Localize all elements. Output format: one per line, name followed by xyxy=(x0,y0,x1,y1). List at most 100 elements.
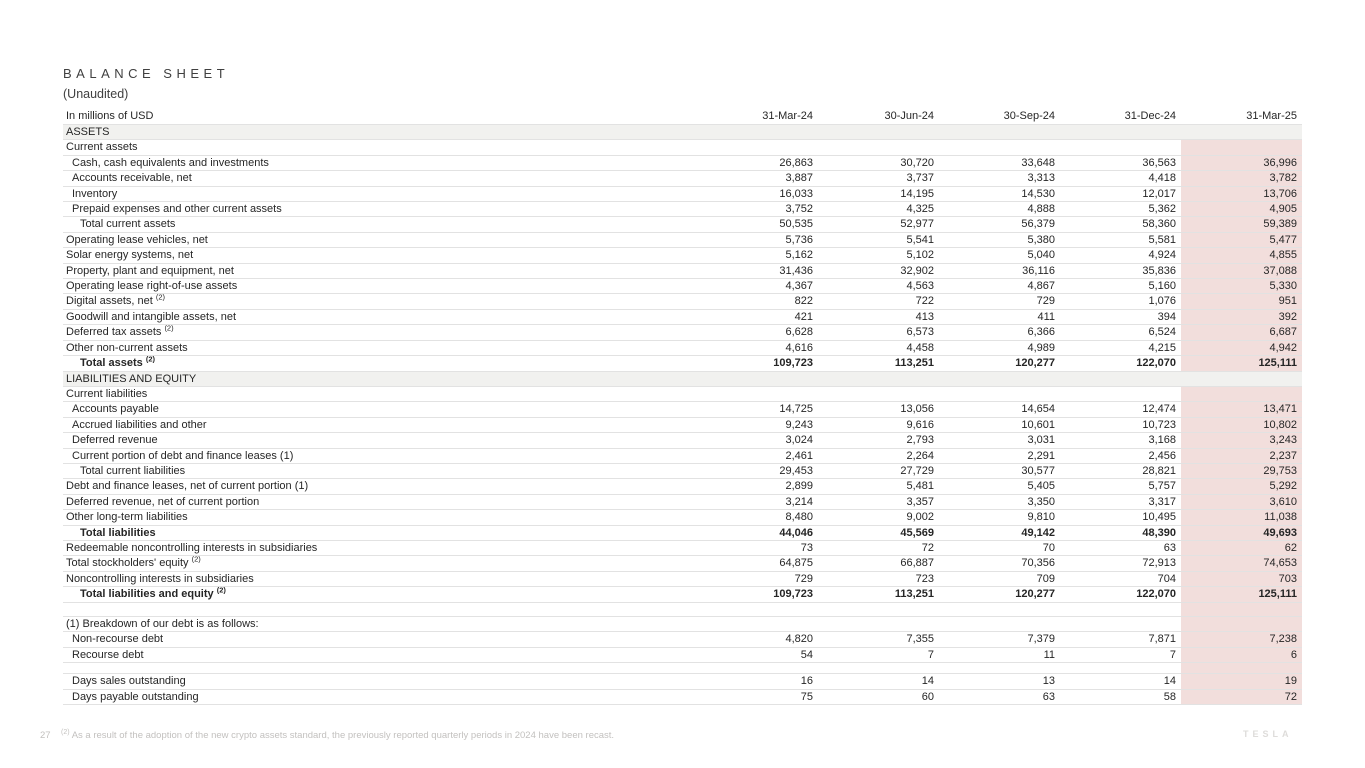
table-row: Days payable outstanding 75 60 63 58 72 xyxy=(63,689,1302,706)
cell-value: 16 xyxy=(697,673,818,690)
table-row: Total assets (2) 109,723 113,251 120,277 122… xyxy=(63,355,1302,372)
cell-value: 8,480 xyxy=(697,509,818,526)
cell-value: 5,330 xyxy=(1181,278,1302,295)
cell-value: 3,357 xyxy=(818,494,939,511)
row-label: Current assets xyxy=(63,139,697,156)
cell-value: 4,888 xyxy=(939,201,1060,218)
cell-value: 30,720 xyxy=(818,155,939,172)
section-header: LIABILITIES AND EQUITY xyxy=(63,371,1302,387)
cell-value: 5,481 xyxy=(818,478,939,495)
row-label: Operating lease vehicles, net xyxy=(63,232,697,249)
row-label: Solar energy systems, net xyxy=(63,247,697,264)
table-row: Total liabilities 44,046 45,569 49,142 48,39… xyxy=(63,525,1302,541)
cell-value: 3,168 xyxy=(1060,432,1181,449)
cell-value xyxy=(697,616,818,633)
cell-value: 14,725 xyxy=(697,401,818,418)
cell-value: 5,102 xyxy=(818,247,939,264)
row-label: Accounts payable xyxy=(63,401,697,418)
table-row: Deferred tax assets (2) 6,628 6,573 6,366 6,… xyxy=(63,324,1302,341)
cell-value: 14 xyxy=(1060,673,1181,690)
cell-value: 45,569 xyxy=(818,525,939,541)
table-row: Total current liabilities 29,453 27,729 30,… xyxy=(63,463,1302,480)
cell-value: 48,390 xyxy=(1060,525,1181,541)
cell-value: 36,996 xyxy=(1181,155,1302,172)
cell-value: 56,379 xyxy=(939,216,1060,233)
cell-value: 3,752 xyxy=(697,201,818,218)
cell-value: 703 xyxy=(1181,571,1302,588)
table-row: Accrued liabilities and other 9,243 9,616 1… xyxy=(63,417,1302,434)
column-header-5: 31-Mar-25 xyxy=(1181,109,1302,125)
cell-value: 951 xyxy=(1181,293,1302,310)
cell-value: 10,723 xyxy=(1060,417,1181,434)
table-row: Deferred revenue, net of current portion… xyxy=(63,494,1302,511)
cell-value: 5,477 xyxy=(1181,232,1302,249)
cell-value: 5,162 xyxy=(697,247,818,264)
table-row: Goodwill and intangible assets, net 421 41… xyxy=(63,309,1302,326)
cell-value: 36,563 xyxy=(1060,155,1181,172)
table-row: Debt and finance leases, net of current … xyxy=(63,478,1302,495)
cell-value: 63 xyxy=(939,689,1060,706)
row-label: Other non-current assets xyxy=(63,340,697,357)
cell-value: 2,264 xyxy=(818,448,939,464)
table-row: Noncontrolling interests in subsidiaries… xyxy=(63,571,1302,588)
row-label: Property, plant and equipment, net xyxy=(63,263,697,280)
table-row: Accounts payable 14,725 13,056 14,654 12,474… xyxy=(63,401,1302,418)
cell-value: 14 xyxy=(818,673,939,690)
cell-value: 120,277 xyxy=(939,586,1060,603)
cell-value: 6,524 xyxy=(1060,324,1181,341)
row-label: Accounts receivable, net xyxy=(63,170,697,187)
cell-value xyxy=(1060,616,1181,633)
row-label: Recourse debt xyxy=(63,647,697,664)
table-row: Cash, cash equivalents and investments 26… xyxy=(63,155,1302,172)
cell-value: 3,214 xyxy=(697,494,818,511)
cell-value xyxy=(1060,139,1181,156)
cell-value: 3,031 xyxy=(939,432,1060,449)
page-title: BALANCE SHEET xyxy=(63,66,230,81)
cell-value xyxy=(1060,662,1181,675)
cell-value: 7,871 xyxy=(1060,631,1181,648)
footnote-ref: (2) xyxy=(216,586,226,595)
row-label: Redeemable noncontrolling interests in s… xyxy=(63,540,697,557)
cell-value: 7,238 xyxy=(1181,631,1302,648)
cell-value: 394 xyxy=(1060,309,1181,326)
cell-value: 14,654 xyxy=(939,401,1060,418)
cell-value: 14,195 xyxy=(818,186,939,203)
column-header-2: 30-Jun-24 xyxy=(818,109,939,125)
cell-value: 5,736 xyxy=(697,232,818,249)
cell-value: 4,867 xyxy=(939,278,1060,295)
cell-value: 421 xyxy=(697,309,818,326)
cell-value: 19 xyxy=(1181,673,1302,690)
cell-value: 26,863 xyxy=(697,155,818,172)
cell-value: 5,160 xyxy=(1060,278,1181,295)
cell-value: 29,753 xyxy=(1181,463,1302,480)
cell-value: 5,541 xyxy=(818,232,939,249)
row-label: Days payable outstanding xyxy=(63,689,697,706)
cell-value: 72 xyxy=(1181,689,1302,706)
cell-value: 31,436 xyxy=(697,263,818,280)
row-label: Deferred tax assets (2) xyxy=(63,324,697,341)
cell-value: 9,243 xyxy=(697,417,818,434)
table-row: Current portion of debt and finance leas… xyxy=(63,448,1302,464)
table-header-row: In millions of USD 31-Mar-24 30-Jun-24 3… xyxy=(63,109,1302,125)
cell-value: 33,648 xyxy=(939,155,1060,172)
cell-value: 66,887 xyxy=(818,555,939,572)
table-row: Other non-current assets 4,616 4,458 4,989 4… xyxy=(63,340,1302,357)
cell-value: 73 xyxy=(697,540,818,557)
row-label: Inventory xyxy=(63,186,697,203)
cell-value xyxy=(697,139,818,156)
cell-value: 12,474 xyxy=(1060,401,1181,418)
cell-value xyxy=(939,616,1060,633)
cell-value: 722 xyxy=(818,293,939,310)
cell-value: 704 xyxy=(1060,571,1181,588)
table-row: Non-recourse debt 4,820 7,355 7,379 7,871 7,2… xyxy=(63,631,1302,648)
cell-value xyxy=(1181,602,1302,617)
cell-value: 6 xyxy=(1181,647,1302,664)
cell-value: 13,471 xyxy=(1181,401,1302,418)
cell-value: 1,076 xyxy=(1060,293,1181,310)
cell-value: 12,017 xyxy=(1060,186,1181,203)
row-label: Digital assets, net (2) xyxy=(63,293,697,310)
cell-value: 4,989 xyxy=(939,340,1060,357)
cell-value: 49,693 xyxy=(1181,525,1302,541)
table-row: Total current assets 50,535 52,977 56,379 58… xyxy=(63,216,1302,233)
table-row xyxy=(63,662,1302,675)
